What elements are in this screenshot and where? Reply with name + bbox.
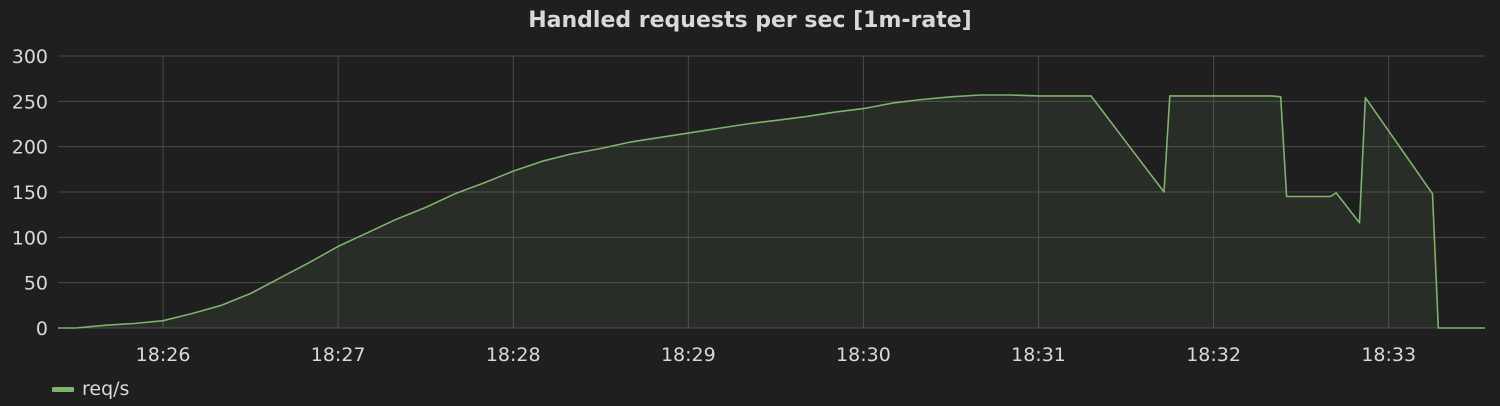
x-tick-label: 18:33 xyxy=(1361,344,1416,366)
y-tick-label: 100 xyxy=(12,227,48,249)
legend-label[interactable]: req/s xyxy=(82,378,130,400)
y-tick-label: 250 xyxy=(12,91,48,113)
x-tick-label: 18:27 xyxy=(311,344,366,366)
y-tick-label: 300 xyxy=(12,46,48,68)
series-line xyxy=(58,94,1485,329)
panel-title[interactable]: Handled requests per sec [1m-rate] xyxy=(528,8,972,33)
x-tick-label: 18:26 xyxy=(136,344,191,366)
y-tick-label: 50 xyxy=(24,273,48,295)
y-tick-label: 200 xyxy=(12,137,48,159)
grid-layer xyxy=(58,55,1485,329)
x-tick-label: 18:28 xyxy=(486,344,541,366)
legend-swatch xyxy=(52,386,74,392)
x-tick-label: 18:30 xyxy=(836,344,891,366)
series-layer xyxy=(57,94,1486,329)
y-tick-label: 150 xyxy=(12,182,48,204)
x-tick-label: 18:32 xyxy=(1186,344,1241,366)
x-tick-label: 18:29 xyxy=(661,344,716,366)
y-tick-label: 0 xyxy=(36,318,48,340)
legend[interactable]: req/s xyxy=(52,378,129,400)
x-tick-label: 18:31 xyxy=(1011,344,1066,366)
series-area xyxy=(58,95,1485,328)
axis-layer: 0 50 100 150 200 250 300 18:26 18:27 18:28 18:29 18… xyxy=(12,46,1416,366)
